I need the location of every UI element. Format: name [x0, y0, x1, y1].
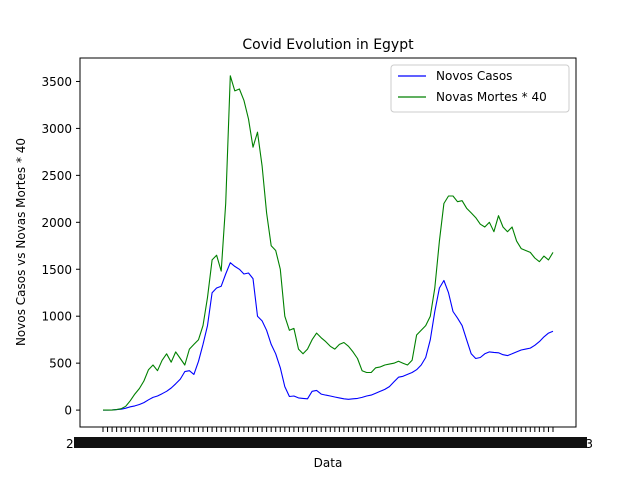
series-line-novos-casos: [103, 262, 554, 411]
series-group: [103, 75, 554, 411]
y-tick-label: 3000: [41, 122, 72, 136]
y-tick-label: 3500: [41, 75, 72, 89]
axes-frame: [79, 57, 577, 428]
x-tick-label-first: 2: [66, 437, 74, 451]
x-axis-label: Data: [314, 456, 343, 470]
legend-label-novas-mortes: Novas Mortes * 40: [436, 90, 547, 104]
y-axis-label: Novos Casos vs Novas Mortes * 40: [14, 138, 28, 346]
y-tick-label: 0: [64, 404, 72, 418]
y-axis-ticks: 0 500 1000 1500 2000 2500 3000 3500: [41, 75, 80, 418]
plot-area: 0 500 1000 1500 2000 2500 3000 3500: [41, 57, 587, 448]
y-tick-label: 1000: [41, 310, 72, 324]
y-tick-label: 2000: [41, 216, 72, 230]
x-axis-ticks: [74, 427, 587, 448]
y-tick-label: 2500: [41, 169, 72, 183]
legend-label-novos-casos: Novos Casos: [436, 69, 512, 83]
y-tick-label: 500: [49, 357, 72, 371]
legend: Novos Casos Novas Mortes * 40: [390, 64, 570, 113]
x-tick-label-overlap: [74, 437, 587, 448]
chart-title: Covid Evolution in Egypt: [242, 37, 414, 53]
series-line-novas-mortes: [103, 75, 554, 411]
y-tick-label: 1500: [41, 263, 72, 277]
legend-box: [390, 64, 570, 113]
x-tick-label-last: 3: [585, 437, 593, 451]
